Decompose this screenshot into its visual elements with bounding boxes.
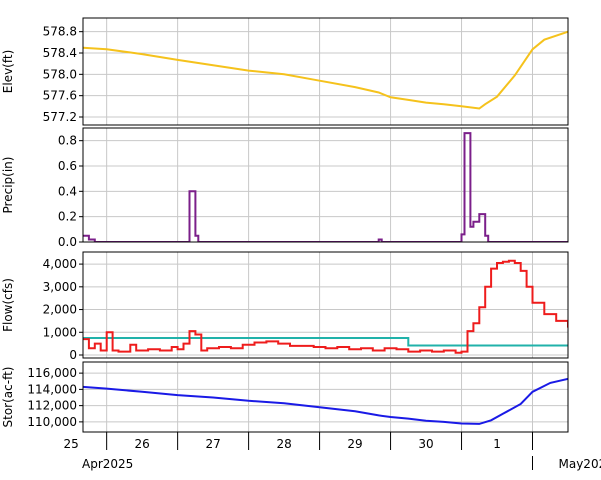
x-month-label-may: May2025 <box>559 457 601 471</box>
storage-panel: 110,000 112,000 114,000 116,000 Stor(ac-ft) <box>1 361 569 433</box>
x-day-label: 25 <box>64 437 79 451</box>
y-tick-label: 578.0 <box>43 67 77 81</box>
y-tick-label: 1,000 <box>43 325 77 339</box>
elevation-series-line <box>83 30 568 110</box>
elevation-panel: 577.2 577.6 578.0 578.4 578.8 Elev(ft) <box>1 17 569 126</box>
y-tick-label: 0.8 <box>58 134 77 148</box>
flow-frame <box>82 251 569 359</box>
y-tick-label: 112,000 <box>27 399 77 413</box>
y-tick-label: 0.0 <box>58 235 77 249</box>
x-day-label: 26 <box>135 437 150 451</box>
y-tick-label: 114,000 <box>27 382 77 396</box>
precipitation-series-line <box>83 132 568 242</box>
x-day-label: 1 <box>493 437 501 451</box>
x-axis: 25 26 27 28 29 30 1 Apr2025 May2025 <box>64 432 601 471</box>
y-tick-label: 577.2 <box>43 110 77 124</box>
x-month-label-apr: Apr2025 <box>82 457 133 471</box>
storage-axis-label: Stor(ac-ft) <box>1 367 15 428</box>
x-day-label: 27 <box>205 437 220 451</box>
y-tick-label: 0.4 <box>58 184 77 198</box>
storage-series-line <box>83 377 568 425</box>
storage-frame <box>82 361 569 433</box>
x-day-label: 30 <box>418 437 433 451</box>
flow-panel: 0 1,000 2,000 3,000 4,000 Flow(cfs) <box>1 251 569 362</box>
precipitation-frame <box>82 127 569 243</box>
y-tick-label: 0.2 <box>58 210 77 224</box>
precipitation-axis-label: Precip(in) <box>1 157 15 214</box>
elevation-axis-label: Elev(ft) <box>1 50 15 93</box>
flow-series-line <box>83 337 568 347</box>
y-tick-label: 3,000 <box>43 280 77 294</box>
y-tick-label: 578.8 <box>43 25 77 39</box>
y-tick-label: 577.6 <box>43 89 77 103</box>
elevation-frame <box>82 17 569 126</box>
y-tick-label: 110,000 <box>27 415 77 429</box>
y-tick-label: 578.4 <box>43 46 77 60</box>
chart-panels: 577.2577.6578.0578.4578.8Elev(ft)0.00.20… <box>1 17 569 433</box>
flow-axis-label: Flow(cfs) <box>1 278 15 332</box>
x-day-label: 29 <box>347 437 362 451</box>
y-tick-label: 0 <box>69 348 77 362</box>
y-tick-label: 116,000 <box>27 366 77 380</box>
y-tick-label: 0.6 <box>58 159 77 173</box>
x-day-label: 28 <box>276 437 291 451</box>
y-tick-label: 4,000 <box>43 257 77 271</box>
precipitation-panel: 0.0 0.2 0.4 0.6 0.8 Precip(in) <box>1 127 569 249</box>
y-tick-label: 2,000 <box>43 303 77 317</box>
flow-series-line <box>83 259 568 354</box>
